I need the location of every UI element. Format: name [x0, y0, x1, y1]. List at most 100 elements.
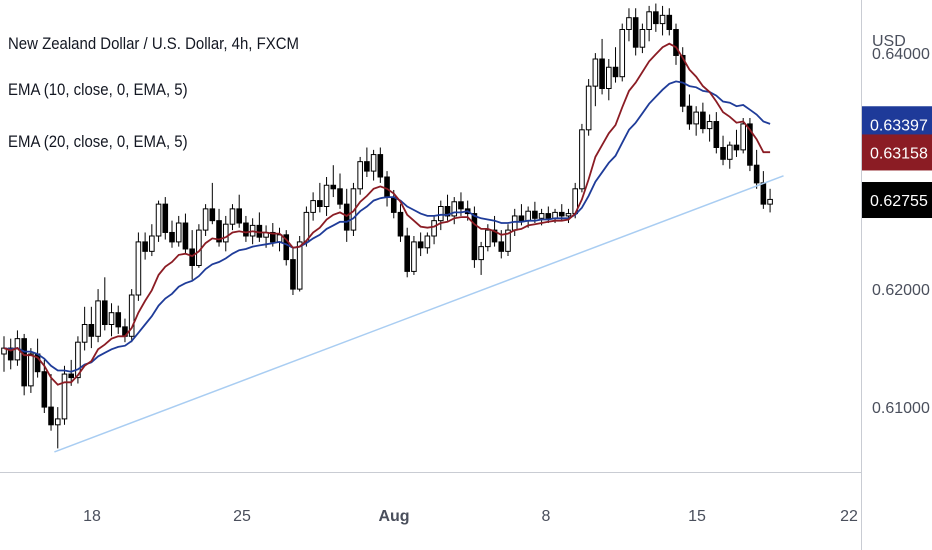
candle	[713, 112, 720, 154]
candle	[209, 182, 216, 225]
candle	[21, 333, 27, 396]
candle	[666, 8, 673, 36]
candle	[532, 201, 538, 224]
price-tick-label: 0.61000	[872, 400, 930, 417]
price-tick-label: 0.62000	[872, 282, 930, 299]
candle	[155, 200, 162, 242]
candle	[169, 220, 175, 248]
candle	[612, 47, 619, 83]
candle	[317, 182, 323, 213]
trendline[interactable]	[54, 175, 784, 453]
candle	[330, 165, 337, 198]
candle	[296, 236, 303, 292]
candle	[236, 194, 242, 228]
candle	[276, 227, 283, 252]
candle	[41, 359, 48, 413]
candle	[243, 215, 249, 242]
candle	[222, 215, 229, 252]
candle	[7, 338, 14, 370]
candle	[579, 123, 585, 193]
indicator-lines	[3, 42, 784, 453]
candle	[720, 135, 726, 166]
candle	[310, 192, 316, 221]
svg-text:0.63397: 0.63397	[870, 117, 928, 134]
candle	[189, 230, 195, 280]
candle	[653, 3, 659, 32]
candle	[61, 365, 68, 425]
candle	[256, 212, 263, 242]
candle	[686, 94, 693, 130]
candle	[135, 232, 142, 301]
candle	[747, 118, 753, 172]
candle	[162, 197, 169, 240]
candle	[216, 208, 222, 247]
candle	[108, 303, 115, 337]
svg-text:0.62755: 0.62755	[870, 193, 928, 210]
candle	[323, 177, 330, 216]
candle	[370, 149, 377, 181]
candle	[767, 188, 773, 213]
candle	[175, 215, 182, 247]
candle	[451, 197, 458, 225]
candle	[632, 8, 639, 56]
candle	[404, 227, 410, 278]
candle	[142, 232, 148, 260]
candle	[646, 5, 652, 42]
ema-20-line	[3, 80, 771, 373]
svg-text:0.63158: 0.63158	[870, 145, 928, 162]
candle	[585, 79, 592, 136]
candle	[505, 224, 511, 257]
candle	[753, 149, 760, 189]
candle	[149, 224, 155, 257]
candle	[1, 336, 7, 372]
ema-20-legend[interactable]: EMA (20, close, 0, EMA, 5)	[8, 132, 188, 151]
candle	[626, 8, 632, 42]
ema-10-line	[3, 42, 771, 386]
candle	[54, 407, 61, 449]
candle	[102, 277, 108, 331]
time-tick-label: 25	[233, 508, 251, 525]
candle	[48, 374, 54, 431]
candle	[290, 247, 296, 295]
candle	[733, 129, 740, 157]
time-tick-label: 8	[542, 508, 551, 525]
candle	[411, 236, 417, 275]
candle	[122, 318, 128, 343]
time-axis: 18 25 Aug 8 15 22	[83, 508, 858, 525]
candle	[740, 118, 747, 154]
candle	[417, 232, 424, 257]
candle	[706, 114, 713, 142]
ema-10-legend[interactable]: EMA (10, close, 0, EMA, 5)	[8, 80, 188, 99]
time-tick-label: 18	[83, 508, 101, 525]
candle	[693, 106, 699, 136]
candle	[619, 23, 626, 82]
candle	[424, 232, 431, 254]
candle	[364, 147, 370, 177]
price-badge-last: 0.62755	[862, 182, 932, 219]
candle	[659, 5, 666, 36]
candle	[337, 173, 343, 209]
time-tick-label: Aug	[378, 508, 409, 525]
candle	[478, 241, 484, 275]
price-tick-label: 0.64000	[872, 46, 930, 63]
candle	[592, 53, 599, 107]
candle	[128, 289, 135, 343]
symbol-title[interactable]: New Zealand Dollar / U.S. Dollar, 4h, FX…	[8, 34, 299, 53]
currency-label: USD	[872, 33, 906, 50]
candle	[182, 213, 189, 254]
candle	[700, 102, 706, 134]
candles-group	[1, 3, 773, 449]
candle	[397, 204, 404, 242]
price-axis: 0.64000 0.62000 0.61000	[872, 46, 930, 417]
candle	[726, 141, 733, 169]
time-tick-label: 22	[840, 508, 858, 525]
candle	[357, 156, 363, 195]
candle	[196, 224, 202, 268]
candle	[81, 306, 88, 351]
candle	[115, 305, 122, 334]
candle	[377, 147, 384, 183]
candle	[639, 23, 646, 54]
price-badges: 0.63397 0.63158 0.62755	[862, 106, 932, 219]
candle	[88, 306, 95, 349]
